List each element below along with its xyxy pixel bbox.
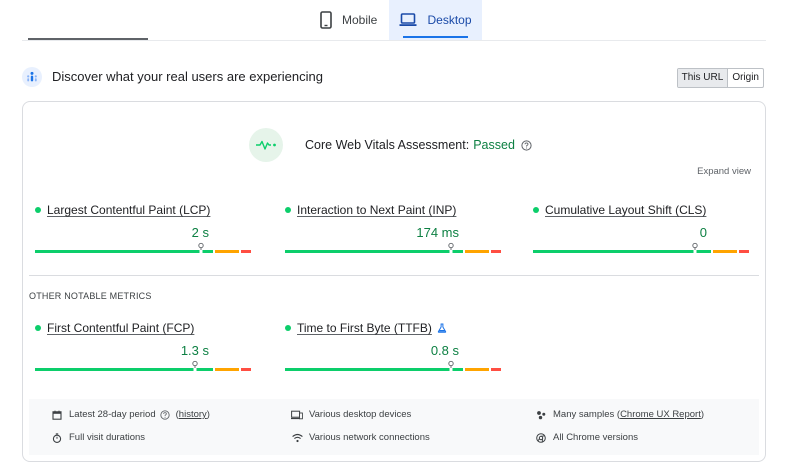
p75-marker: [448, 242, 454, 249]
users-icon: [22, 67, 42, 87]
needs-improvement-segment: [465, 368, 489, 371]
network-info: Various network connections: [291, 432, 430, 443]
good-segment: [35, 368, 213, 371]
metric-cls-value: 0: [699, 225, 707, 240]
metric-fcp-label[interactable]: First Contentful Paint (FCP): [47, 321, 195, 335]
needs-improvement-segment: [215, 250, 239, 253]
metric-fcp: First Contentful Paint (FCP) 1.3 s: [35, 321, 255, 372]
poor-segment: [241, 368, 251, 371]
metric-cls: Cumulative Layout Shift (CLS) 0: [533, 203, 753, 254]
calendar-icon: [51, 410, 63, 420]
metric-cls-label[interactable]: Cumulative Layout Shift (CLS): [545, 203, 707, 217]
marker-gap: [193, 368, 197, 371]
period-text: Latest 28-day period: [69, 409, 156, 420]
metric-fcp-distribution-bar: [35, 360, 251, 371]
core-web-vitals-card: Core Web Vitals Assessment: Passed Expan…: [22, 101, 766, 462]
needs-improvement-segment: [215, 368, 239, 371]
tab-mobile-label: Mobile: [342, 13, 378, 27]
help-icon[interactable]: [521, 139, 532, 151]
status-dot: [285, 325, 291, 331]
other-metrics-title: OTHER NOTABLE METRICS: [29, 291, 152, 301]
status-dot: [533, 207, 539, 213]
metric-fcp-value: 1.3 s: [180, 343, 209, 358]
marker-gap: [449, 250, 453, 253]
metric-ttfb: Time to First Byte (TTFB) 0.8 s: [285, 321, 505, 372]
samples-prefix: Many samples (: [553, 409, 621, 420]
versions-text: All Chrome versions: [553, 432, 638, 443]
chrome-ux-report-link[interactable]: Chrome UX Report: [620, 409, 701, 420]
help-icon[interactable]: [159, 409, 170, 420]
heartbeat-icon: [249, 128, 283, 162]
versions-info: All Chrome versions: [535, 432, 638, 443]
good-segment: [285, 368, 463, 371]
section-divider: [22, 40, 766, 41]
samples-info: Many samples (Chrome UX Report): [535, 409, 704, 420]
good-segment: [533, 250, 711, 253]
origin-button[interactable]: Origin: [732, 72, 759, 83]
metric-ttfb-label[interactable]: Time to First Byte (TTFB): [297, 321, 432, 335]
devices-info: Various desktop devices: [291, 409, 411, 420]
durations-text: Full visit durations: [69, 432, 146, 443]
wifi-icon: [291, 433, 303, 443]
status-dot: [35, 325, 41, 331]
durations-info: Full visit durations: [51, 432, 145, 443]
tab-desktop-label: Desktop: [427, 13, 472, 27]
devices-text: Various desktop devices: [309, 409, 412, 420]
field-data-header: Discover what your real users are experi…: [22, 66, 766, 90]
metric-lcp: Largest Contentful Paint (LCP) 2 s: [35, 203, 255, 254]
assessment-label: Core Web Vitals Assessment:: [305, 138, 470, 152]
stopwatch-icon: [51, 432, 63, 443]
metrics-divider: [29, 275, 759, 276]
expand-view-link[interactable]: Expand view: [697, 166, 751, 177]
status-dot: [285, 207, 291, 213]
metric-inp-distribution-bar: [285, 242, 501, 253]
poor-segment: [491, 368, 501, 371]
status-dot: [35, 207, 41, 213]
needs-improvement-segment: [465, 250, 489, 253]
marker-gap: [199, 250, 203, 253]
data-collection-info: Latest 28-day period (history) Full visi…: [29, 399, 759, 455]
poor-segment: [491, 250, 501, 253]
p75-marker: [198, 242, 204, 249]
tab-mobile[interactable]: Mobile: [308, 0, 388, 40]
needs-improvement-segment: [713, 250, 737, 253]
section-title: Discover what your real users are experi…: [52, 69, 323, 84]
poor-segment: [739, 250, 749, 253]
assessment-result: Passed: [473, 138, 515, 152]
metric-lcp-distribution-bar: [35, 242, 251, 253]
assessment-status: Core Web Vitals Assessment: Passed: [305, 138, 532, 152]
samples-icon: [535, 410, 547, 420]
good-segment: [285, 250, 463, 253]
devices-icon: [291, 410, 303, 420]
p75-marker: [192, 360, 198, 367]
marker-gap: [449, 368, 453, 371]
period-info: Latest 28-day period (history): [51, 409, 210, 420]
metric-ttfb-value: 0.8 s: [430, 343, 459, 358]
p75-marker: [692, 242, 698, 249]
p75-marker: [448, 360, 454, 367]
marker-gap: [693, 250, 697, 253]
metric-inp-label[interactable]: Interaction to Next Paint (INP): [297, 203, 457, 217]
metric-inp-value: 174 ms: [416, 225, 459, 240]
good-segment: [35, 250, 213, 253]
smartphone-icon: [320, 11, 332, 29]
metric-lcp-value: 2 s: [191, 225, 209, 240]
metric-inp: Interaction to Next Paint (INP) 174 ms: [285, 203, 505, 254]
metric-ttfb-distribution-bar: [285, 360, 501, 371]
chrome-icon: [535, 432, 547, 443]
tab-desktop[interactable]: Desktop: [389, 0, 482, 40]
experimental-flask-icon: [437, 323, 447, 333]
poor-segment: [241, 250, 251, 253]
history-link[interactable]: history: [178, 409, 207, 420]
laptop-icon: [399, 13, 417, 27]
device-tabs: Mobile Desktop: [0, 0, 800, 40]
metric-lcp-label[interactable]: Largest Contentful Paint (LCP): [47, 203, 211, 217]
network-text: Various network connections: [309, 432, 430, 443]
scrolled-content-edge: [28, 38, 148, 40]
metric-cls-distribution-bar: [533, 242, 749, 253]
this-url-button[interactable]: This URL: [677, 69, 729, 87]
url-origin-toggle: This URL Origin: [676, 68, 764, 88]
samples-suffix: ): [700, 409, 705, 420]
